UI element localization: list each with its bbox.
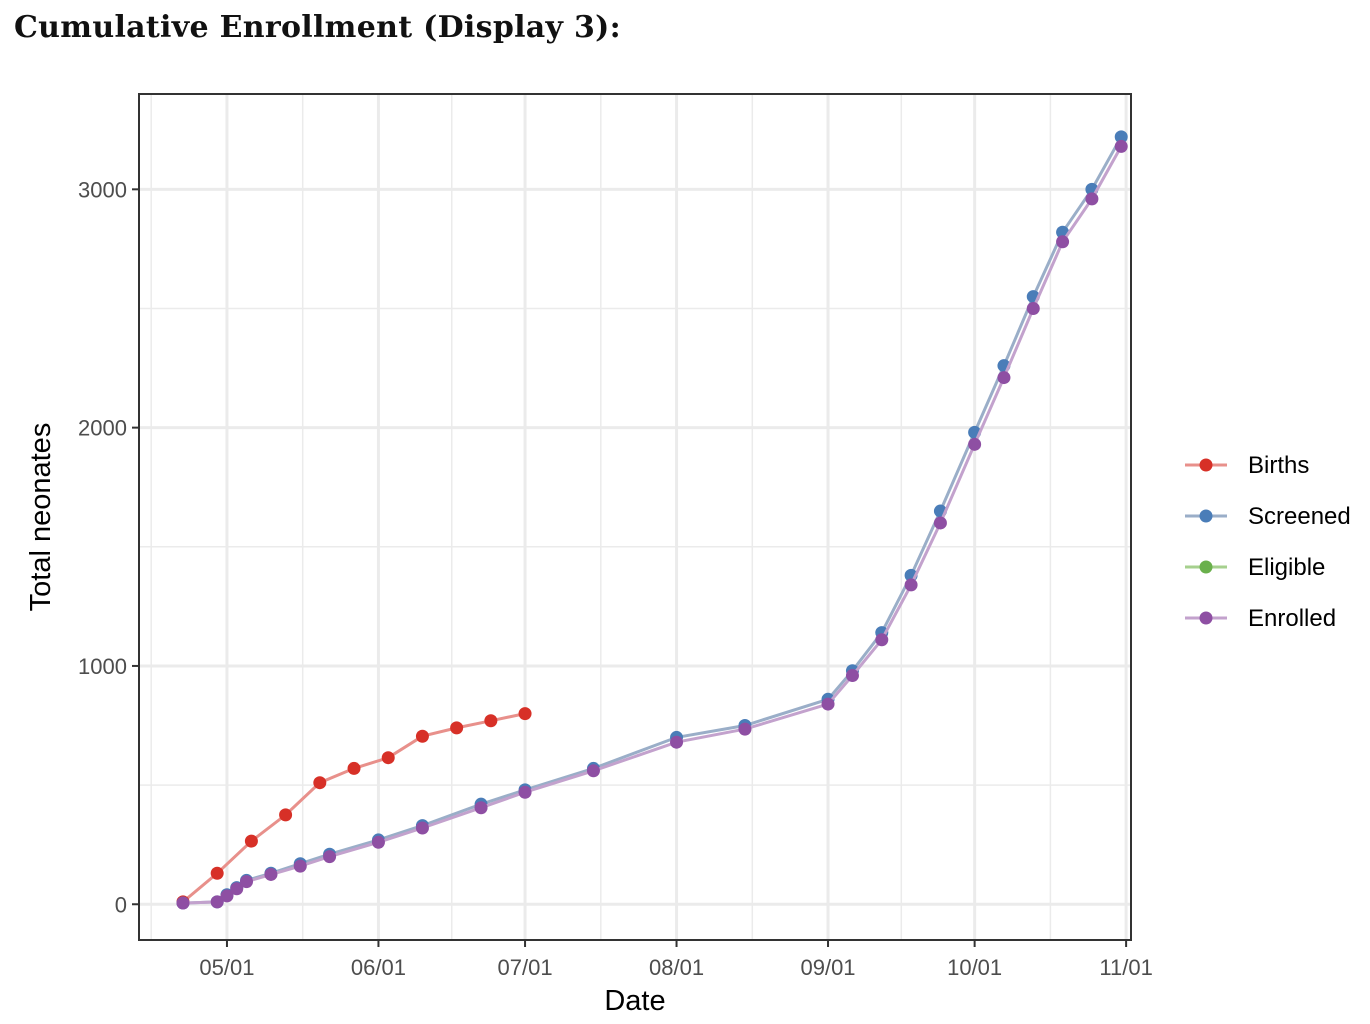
x-axis-title: Date bbox=[604, 985, 665, 1017]
x-tick-label: 09/01 bbox=[800, 955, 855, 980]
enrolled-point bbox=[738, 722, 752, 736]
legend-label: Enrolled bbox=[1248, 605, 1336, 632]
x-tick-label: 08/01 bbox=[649, 955, 704, 980]
legend-key-point bbox=[1199, 509, 1213, 523]
enrolled-point bbox=[176, 896, 190, 910]
series-enrolled bbox=[176, 139, 1128, 910]
legend-label: Births bbox=[1248, 452, 1309, 479]
y-tick-label: 2000 bbox=[78, 416, 127, 441]
enrolled-point bbox=[474, 801, 488, 815]
enrolled-point bbox=[323, 850, 337, 864]
enrolled-point bbox=[821, 697, 835, 711]
births-point bbox=[381, 751, 395, 765]
x-tick-label: 07/01 bbox=[498, 955, 553, 980]
legend-label: Eligible bbox=[1248, 554, 1325, 581]
enrolled-point bbox=[371, 835, 385, 849]
axes: 0 1000 2000 3000 05/01 06/01 07/01 08/01 09/01 10… bbox=[78, 177, 1153, 980]
legend-item-births: Births bbox=[1185, 452, 1309, 479]
births-point bbox=[518, 707, 532, 721]
enrolled-point bbox=[415, 821, 429, 835]
births-point bbox=[210, 866, 224, 880]
births-point bbox=[313, 776, 327, 790]
x-tick-label: 11/01 bbox=[1099, 955, 1152, 980]
legend-key-point bbox=[1199, 458, 1213, 472]
x-tick-label: 05/01 bbox=[199, 955, 254, 980]
enrolled-point bbox=[264, 867, 278, 881]
births-point bbox=[450, 721, 464, 735]
legend-item-screened: Screened bbox=[1185, 503, 1351, 530]
enrolled-point bbox=[1114, 139, 1128, 153]
enrolled-point bbox=[518, 785, 532, 799]
enrolled-point bbox=[210, 895, 224, 909]
legend-label: Screened bbox=[1248, 503, 1351, 530]
legend-item-eligible: Eligible bbox=[1185, 554, 1325, 581]
series-layer bbox=[176, 130, 1128, 910]
enrolled-point bbox=[997, 371, 1011, 385]
enrolled-point bbox=[968, 437, 982, 451]
x-tick-label: 06/01 bbox=[351, 955, 406, 980]
enrolled-point bbox=[240, 875, 254, 889]
births-point bbox=[415, 729, 429, 743]
enrolled-point bbox=[933, 516, 947, 530]
enrolled-point bbox=[230, 882, 244, 896]
legend-item-enrolled: Enrolled bbox=[1185, 605, 1336, 632]
enrolled-point bbox=[1056, 235, 1070, 249]
legend: Births Screened Eligible Enrolled bbox=[1185, 452, 1351, 632]
chart-heading: Cumulative Enrollment (Display 3): bbox=[14, 10, 622, 45]
enrolled-point bbox=[875, 633, 889, 647]
births-point bbox=[279, 808, 293, 822]
births-point bbox=[347, 761, 361, 775]
births-point bbox=[244, 834, 258, 848]
enrolled-point bbox=[1026, 301, 1040, 315]
enrolled-point bbox=[220, 889, 234, 903]
legend-key-point bbox=[1199, 611, 1213, 625]
enrolled-point bbox=[293, 859, 307, 873]
y-tick-label: 3000 bbox=[78, 177, 127, 202]
screened-point bbox=[1114, 130, 1128, 144]
x-tick-label: 10/01 bbox=[947, 955, 1002, 980]
enrolled-point bbox=[1085, 192, 1099, 206]
y-tick-label: 0 bbox=[115, 892, 127, 917]
enrolled-point bbox=[586, 764, 600, 778]
panel-border bbox=[138, 93, 1132, 941]
enrolled-point bbox=[904, 578, 918, 592]
enrolled-point bbox=[670, 735, 684, 749]
y-tick-label: 1000 bbox=[78, 654, 127, 679]
legend-key-point bbox=[1199, 560, 1213, 574]
y-axis-title: Total neonates bbox=[25, 423, 57, 612]
enrolled-point bbox=[845, 668, 859, 682]
births-point bbox=[484, 714, 498, 728]
